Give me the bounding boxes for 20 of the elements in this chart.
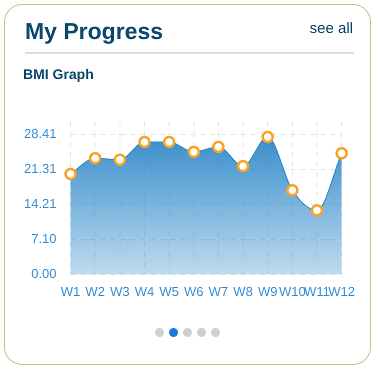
y-tick-label: 21.31 xyxy=(24,161,57,176)
y-tick-label: 14.21 xyxy=(24,196,57,212)
x-tick-label: W7 xyxy=(208,284,228,299)
chart-title: My Progress xyxy=(25,18,164,45)
x-tick-label: W6 xyxy=(184,284,204,299)
x-tick-label: W3 xyxy=(110,284,130,299)
x-tick-label: W8 xyxy=(233,284,253,299)
x-tick-label: W10 xyxy=(278,284,306,299)
x-tick-label: W5 xyxy=(159,284,179,299)
x-tick-label: W12 xyxy=(328,284,355,299)
y-tick-label: 0.00 xyxy=(31,266,57,281)
x-tick-label: W1 xyxy=(60,284,80,299)
y-tick-label: 28.41 xyxy=(24,126,57,142)
x-tick-label: W11 xyxy=(304,284,330,299)
y-tick-label: 7.10 xyxy=(31,231,57,246)
x-tick-label: W4 xyxy=(134,284,154,299)
text: see all xyxy=(310,20,353,37)
x-tick-label: W9 xyxy=(258,284,278,299)
chart-subtitle: BMI Graph xyxy=(23,66,94,82)
x-tick-label: W2 xyxy=(85,284,105,299)
